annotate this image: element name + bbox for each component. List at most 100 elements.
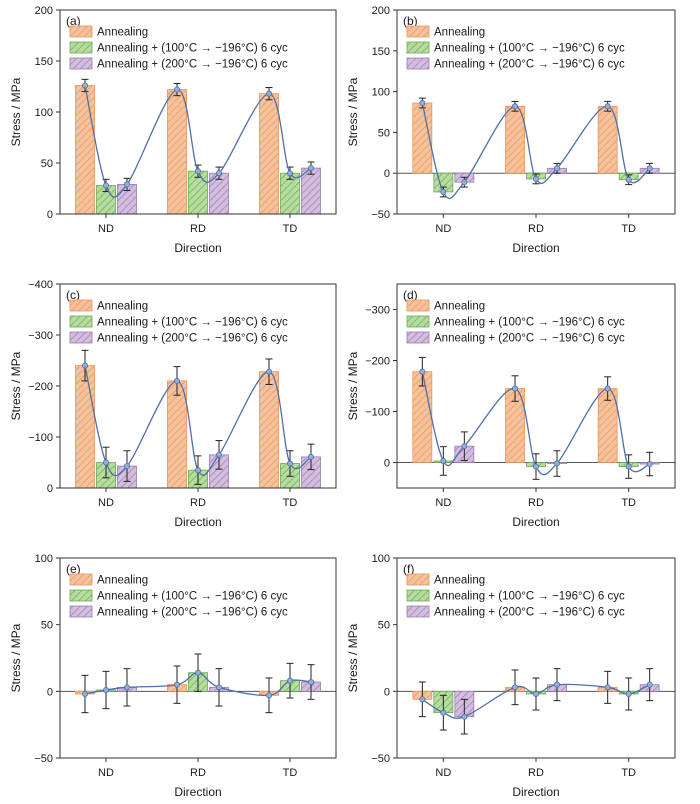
y-axis-title: Stress / MPa xyxy=(9,77,23,146)
plot-frame xyxy=(396,557,676,759)
chart-panel: 0 50 100 150 200 ND RD TD Direction Stress / MPa (… xyxy=(9,5,337,255)
legend-label: Annealing + (200°C → −196°C) 6 cyc xyxy=(434,59,625,71)
y-axis-title: Stress / MPa xyxy=(9,623,23,692)
data-point xyxy=(419,368,426,375)
panel-label: (a) xyxy=(66,14,81,28)
data-point xyxy=(554,165,561,172)
y-tick-label: 150 xyxy=(35,56,53,68)
data-point xyxy=(173,86,180,93)
data-point xyxy=(124,463,131,470)
legend-swatch xyxy=(406,25,430,38)
x-tick-label: ND xyxy=(98,497,114,509)
y-tick-label: −50 xyxy=(371,753,390,765)
data-point xyxy=(215,170,222,177)
data-point xyxy=(124,181,131,188)
legend-swatch xyxy=(69,605,93,618)
y-axis-title: Stress / MPa xyxy=(9,351,23,420)
y-tick-label: 0 xyxy=(384,458,390,470)
panel-label: (d) xyxy=(403,288,418,302)
data-point xyxy=(440,457,447,464)
legend-label: Annealing xyxy=(434,301,485,313)
legend-swatch xyxy=(69,589,93,602)
y-tick-label: 100 xyxy=(372,553,390,565)
x-axis-title: Direction xyxy=(512,241,559,255)
legend-label: Annealing xyxy=(434,575,485,587)
legend-swatch xyxy=(69,57,93,70)
x-tick-label: RD xyxy=(528,223,544,235)
x-tick-label: TD xyxy=(621,223,636,235)
panel-label: (b) xyxy=(403,14,418,28)
legend-label: Annealing xyxy=(97,27,148,39)
legend-label: Annealing + (200°C → −196°C) 6 cyc xyxy=(97,59,288,71)
chart-panel: 0 −100 −200 −300 ND RD TD Direction Stress / MPa… xyxy=(346,283,676,529)
y-tick-label: −200 xyxy=(365,356,390,368)
data-point xyxy=(533,691,540,698)
x-axis-title: Direction xyxy=(174,241,221,255)
legend-label: Annealing + (200°C → −196°C) 6 cyc xyxy=(97,333,288,345)
y-tick-label: −300 xyxy=(365,305,390,317)
data-point xyxy=(604,103,611,110)
x-axis-title: Direction xyxy=(174,785,221,799)
y-tick-label: −300 xyxy=(28,330,53,342)
data-point xyxy=(440,709,447,716)
data-point xyxy=(419,696,426,703)
y-tick-label: 0 xyxy=(384,168,390,180)
data-point xyxy=(554,460,561,467)
x-tick-label: TD xyxy=(283,767,298,779)
data-point xyxy=(512,684,519,691)
y-tick-label: 200 xyxy=(372,5,390,17)
data-point xyxy=(625,463,632,470)
legend-label: Annealing + (100°C → −196°C) 6 cyc xyxy=(434,43,625,55)
data-point xyxy=(215,684,222,691)
data-point xyxy=(646,165,653,172)
data-point xyxy=(103,687,110,694)
panel-label: (c) xyxy=(66,288,80,302)
legend-label: Annealing xyxy=(97,575,148,587)
chart-panel: −50 0 50 100 ND RD TD Direction Stress / MPa (e) A… xyxy=(9,553,337,799)
legend-label: Annealing + (200°C → −196°C) 6 cyc xyxy=(434,333,625,345)
legend-label: Annealing + (100°C → −196°C) 6 cyc xyxy=(97,591,288,603)
bar xyxy=(301,167,321,215)
data-point xyxy=(215,451,222,458)
y-tick-label: 0 xyxy=(47,686,53,698)
legend-label: Annealing + (200°C → −196°C) 6 cyc xyxy=(434,607,625,619)
bar xyxy=(167,380,187,489)
data-point xyxy=(265,90,272,97)
y-tick-label: −100 xyxy=(28,432,53,444)
legend-swatch xyxy=(69,331,93,344)
y-tick-label: −50 xyxy=(371,209,390,221)
data-point xyxy=(307,453,314,460)
data-point xyxy=(533,463,540,470)
x-tick-label: TD xyxy=(621,767,636,779)
y-tick-label: 200 xyxy=(35,5,53,17)
data-point xyxy=(604,385,611,392)
x-tick-label: ND xyxy=(435,767,451,779)
data-point xyxy=(103,182,110,189)
legend-label: Annealing xyxy=(97,301,148,313)
data-point xyxy=(461,443,468,450)
x-tick-label: ND xyxy=(98,767,114,779)
data-point xyxy=(286,677,293,684)
data-point xyxy=(307,679,314,686)
x-axis-title: Direction xyxy=(174,515,221,529)
data-point xyxy=(82,82,89,89)
data-point xyxy=(461,179,468,186)
legend-swatch xyxy=(406,589,430,602)
legend-swatch xyxy=(406,331,430,344)
legend-swatch xyxy=(406,605,430,618)
legend-swatch xyxy=(406,57,430,70)
data-point xyxy=(173,377,180,384)
x-tick-label: RD xyxy=(190,497,206,509)
trend-line xyxy=(84,85,312,198)
data-point xyxy=(124,684,131,691)
data-point xyxy=(286,170,293,177)
legend-swatch xyxy=(69,299,93,312)
chart-panel: −50 0 50 100 ND RD TD Direction Stress / MPa (f) A… xyxy=(346,553,676,799)
data-point xyxy=(554,681,561,688)
y-tick-label: −200 xyxy=(28,381,53,393)
data-point xyxy=(512,103,519,110)
legend-swatch xyxy=(406,315,430,328)
bar xyxy=(259,93,279,215)
y-tick-label: 0 xyxy=(47,209,53,221)
y-tick-label: −400 xyxy=(28,279,53,291)
